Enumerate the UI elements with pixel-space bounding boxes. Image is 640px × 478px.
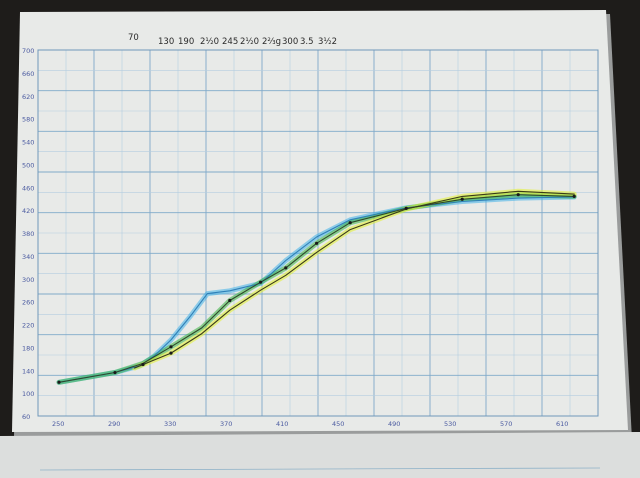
- y-tick-label: 340: [22, 253, 34, 261]
- data-point-marker: [141, 362, 145, 367]
- data-point-marker: [169, 351, 173, 355]
- y-tick-label: 260: [22, 299, 34, 307]
- y-tick-label: 380: [22, 230, 34, 238]
- y-tick-label: 180: [22, 344, 34, 352]
- grid-border: [37, 49, 599, 417]
- series-line-2: [58, 194, 575, 383]
- data-point-marker: [259, 280, 263, 284]
- notebook-page: [12, 10, 628, 432]
- top-annotation-label: 190: [178, 37, 194, 47]
- next-page-rule: [39, 467, 601, 471]
- data-point-marker: [516, 193, 520, 197]
- data-point-marker: [169, 345, 173, 349]
- next-page: [0, 432, 640, 478]
- y-tick-label: 500: [22, 161, 34, 169]
- x-tick-label: 250: [52, 420, 64, 428]
- top-annotation-label: 70: [128, 33, 139, 43]
- y-tick-label: 100: [22, 390, 34, 398]
- x-tick-label: 290: [108, 420, 120, 428]
- point-markers: [57, 193, 576, 384]
- y-tick-label: 140: [22, 367, 34, 375]
- x-tick-label: 610: [556, 420, 568, 428]
- top-annotation-label: 130: [158, 37, 174, 47]
- grid-paper: [37, 49, 599, 417]
- y-tick-label: 700: [22, 47, 34, 55]
- top-annotation-label: 2½0: [200, 37, 219, 47]
- data-point-marker: [572, 194, 576, 198]
- x-tick-label: 570: [500, 420, 512, 428]
- x-tick-label: 330: [164, 420, 176, 428]
- series-line-3: [134, 190, 575, 369]
- y-tick-label: 460: [22, 184, 34, 192]
- top-annotation-label: 245: [222, 37, 238, 47]
- top-annotation-label: 2⅔g: [262, 37, 281, 47]
- data-point-marker: [113, 370, 117, 375]
- data-point-marker: [284, 266, 288, 270]
- x-tick-labels: 250 290 330 370 410 450 490 530 570 610: [52, 420, 568, 428]
- x-tick-label: 530: [444, 420, 456, 428]
- y-tick-labels: 700 660 620 580 540 500 460 420 380 340 300 260 220 1…: [22, 47, 34, 421]
- x-tick-label: 490: [388, 420, 400, 428]
- top-annotation-label: 300: [282, 37, 298, 47]
- y-tick-label: 580: [22, 116, 34, 124]
- top-annotation-label: 3.5: [300, 37, 314, 47]
- x-tick-label: 410: [276, 420, 288, 428]
- top-annotation: 70 130 190 2½0 245 2½0 2⅔g 300 3.5 3½2: [128, 33, 337, 47]
- y-tick-label: 420: [22, 207, 34, 215]
- data-point-marker: [57, 380, 61, 384]
- y-tick-label: 300: [22, 276, 34, 284]
- data-point-marker: [404, 206, 408, 211]
- y-tick-label: 60: [22, 413, 30, 421]
- x-tick-label: 370: [220, 420, 232, 428]
- data-point-marker: [460, 197, 464, 201]
- y-tick-label: 220: [22, 322, 34, 330]
- data-point-marker: [228, 298, 232, 303]
- x-tick-label: 450: [332, 420, 344, 428]
- top-annotation-label: 2½0: [240, 37, 259, 47]
- data-point-marker: [315, 241, 319, 245]
- data-point-marker: [348, 221, 352, 225]
- y-tick-label: 660: [22, 70, 34, 78]
- y-tick-label: 540: [22, 139, 34, 147]
- y-tick-label: 620: [22, 93, 34, 101]
- top-annotation-label: 3½2: [318, 37, 337, 47]
- plot-series: [56, 188, 577, 385]
